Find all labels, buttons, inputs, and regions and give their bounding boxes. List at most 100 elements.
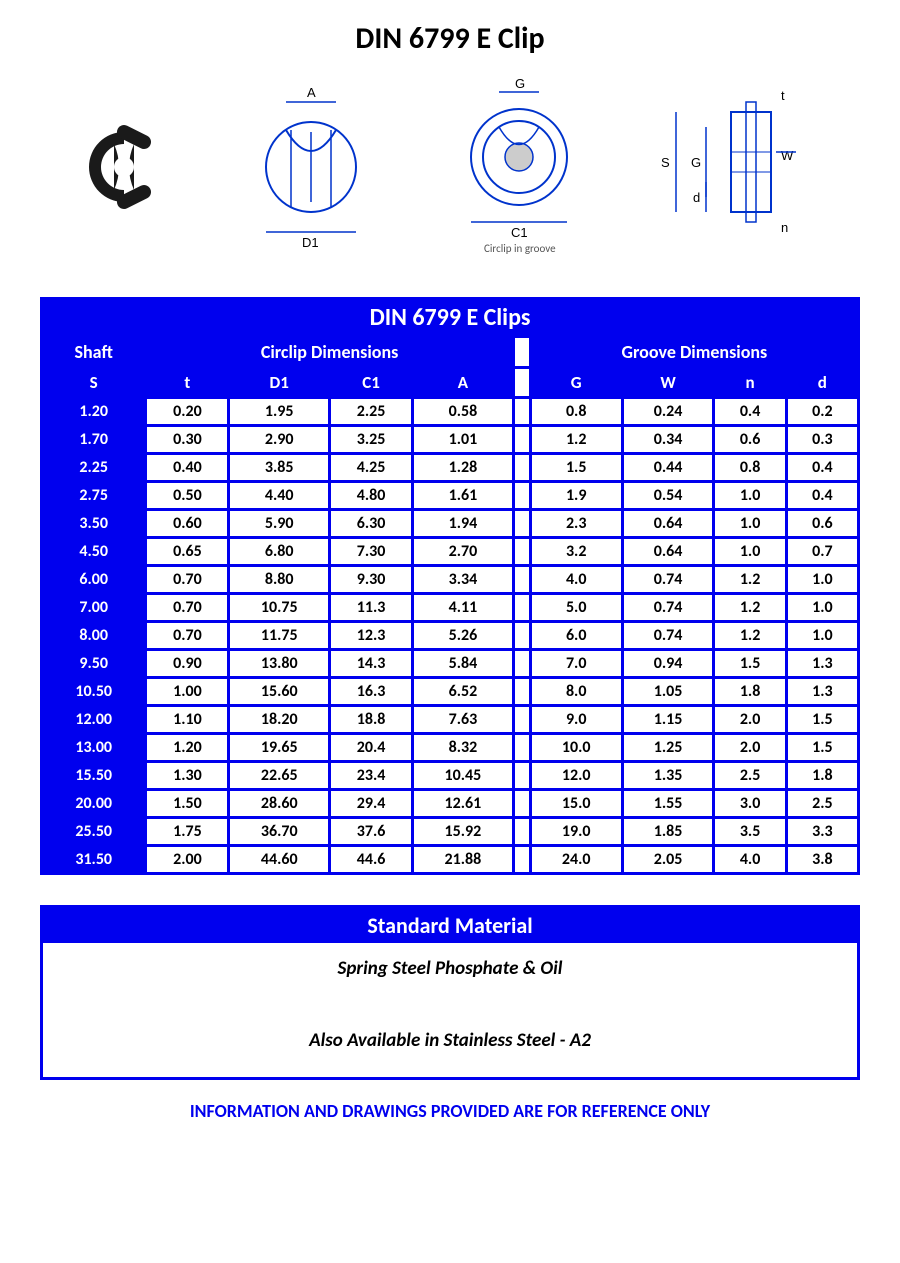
table-row: 25.501.7536.7037.615.9219.01.853.53.3: [43, 819, 857, 844]
cell-d: 0.3: [788, 427, 857, 452]
cell-w: 1.05: [624, 679, 713, 704]
gap: [515, 567, 529, 592]
cell-g: 8.0: [532, 679, 621, 704]
material-header: Standard Material: [42, 907, 859, 944]
cell-w: 0.24: [624, 399, 713, 424]
cell-s: 1.20: [43, 399, 144, 424]
table-row: 6.000.708.809.303.344.00.741.21.0: [43, 567, 857, 592]
material-table: Standard Material Spring Steel Phosphate…: [40, 905, 860, 1080]
cell-n: 4.0: [715, 847, 784, 872]
table-row: 12.001.1018.2018.87.639.01.152.01.5: [43, 707, 857, 732]
table-row: 31.502.0044.6044.621.8824.02.054.03.8: [43, 847, 857, 872]
cell-n: 2.5: [715, 763, 784, 788]
gap: [515, 847, 529, 872]
table-row: 10.501.0015.6016.36.528.01.051.81.3: [43, 679, 857, 704]
cell-c1: 3.25: [331, 427, 411, 452]
cell-g: 3.2: [532, 539, 621, 564]
cell-a: 10.45: [414, 763, 512, 788]
cell-n: 0.4: [715, 399, 784, 424]
cell-s: 12.00: [43, 707, 144, 732]
cell-d: 3.3: [788, 819, 857, 844]
cell-d1: 10.75: [230, 595, 328, 620]
cell-s: 2.75: [43, 483, 144, 508]
cell-a: 2.70: [414, 539, 512, 564]
col-g: G: [532, 369, 621, 396]
cell-c1: 11.3: [331, 595, 411, 620]
table-row: 2.250.403.854.251.281.50.440.80.4: [43, 455, 857, 480]
cell-g: 24.0: [532, 847, 621, 872]
cell-d1: 44.60: [230, 847, 328, 872]
cell-w: 1.15: [624, 707, 713, 732]
cell-n: 1.0: [715, 539, 784, 564]
cell-n: 1.0: [715, 483, 784, 508]
cell-d: 1.3: [788, 651, 857, 676]
cell-a: 5.26: [414, 623, 512, 648]
gap: [515, 539, 529, 564]
cell-d: 0.4: [788, 483, 857, 508]
cell-d: 1.8: [788, 763, 857, 788]
gap: [515, 707, 529, 732]
col-group-circlip: Circlip Dimensions: [147, 338, 511, 366]
cell-w: 1.55: [624, 791, 713, 816]
cell-c1: 20.4: [331, 735, 411, 760]
table-row: 7.000.7010.7511.34.115.00.741.21.0: [43, 595, 857, 620]
cell-d: 1.0: [788, 595, 857, 620]
cell-t: 0.60: [147, 511, 227, 536]
cell-w: 0.74: [624, 567, 713, 592]
footer-note: INFORMATION AND DRAWINGS PROVIDED ARE FO…: [40, 1100, 860, 1122]
cell-a: 12.61: [414, 791, 512, 816]
cell-w: 0.64: [624, 511, 713, 536]
cell-d1: 2.90: [230, 427, 328, 452]
table-row: 20.001.5028.6029.412.6115.01.553.02.5: [43, 791, 857, 816]
cell-t: 0.40: [147, 455, 227, 480]
cell-n: 3.5: [715, 819, 784, 844]
cell-s: 10.50: [43, 679, 144, 704]
dimensions-table: DIN 6799 E Clips Shaft Circlip Dimension…: [40, 297, 860, 875]
label-d1: D1: [302, 235, 319, 250]
cell-s: 25.50: [43, 819, 144, 844]
cell-t: 0.70: [147, 623, 227, 648]
cell-s: 9.50: [43, 651, 144, 676]
label-s: S: [661, 155, 670, 170]
cell-g: 1.9: [532, 483, 621, 508]
cell-t: 2.00: [147, 847, 227, 872]
cell-a: 1.94: [414, 511, 512, 536]
col-s: S: [43, 369, 144, 396]
table-row: 4.500.656.807.302.703.20.641.00.7: [43, 539, 857, 564]
cell-a: 8.32: [414, 735, 512, 760]
cell-n: 1.5: [715, 651, 784, 676]
table-row: 1.200.201.952.250.580.80.240.40.2: [43, 399, 857, 424]
cell-s: 20.00: [43, 791, 144, 816]
cell-d: 0.6: [788, 511, 857, 536]
cell-t: 0.20: [147, 399, 227, 424]
cell-c1: 29.4: [331, 791, 411, 816]
cell-g: 19.0: [532, 819, 621, 844]
cell-g: 6.0: [532, 623, 621, 648]
cell-d: 1.5: [788, 707, 857, 732]
cell-n: 1.2: [715, 595, 784, 620]
cell-c1: 44.6: [331, 847, 411, 872]
eclip-photo-icon: [69, 112, 179, 222]
cell-g: 1.2: [532, 427, 621, 452]
cell-s: 13.00: [43, 735, 144, 760]
material-line2: Also Available in Stainless Steel - A2: [309, 1029, 591, 1052]
gap: [515, 763, 529, 788]
cell-d1: 18.20: [230, 707, 328, 732]
cell-d1: 6.80: [230, 539, 328, 564]
cell-g: 15.0: [532, 791, 621, 816]
cell-n: 1.2: [715, 567, 784, 592]
cell-w: 1.25: [624, 735, 713, 760]
gap: [515, 399, 529, 424]
cell-d1: 3.85: [230, 455, 328, 480]
cell-d1: 36.70: [230, 819, 328, 844]
cell-c1: 2.25: [331, 399, 411, 424]
cell-g: 2.3: [532, 511, 621, 536]
label-g2: G: [691, 155, 701, 170]
cell-a: 21.88: [414, 847, 512, 872]
cell-g: 7.0: [532, 651, 621, 676]
cell-t: 0.90: [147, 651, 227, 676]
cell-t: 0.30: [147, 427, 227, 452]
cell-s: 7.00: [43, 595, 144, 620]
label-n: n: [781, 220, 788, 235]
cell-d: 1.0: [788, 623, 857, 648]
